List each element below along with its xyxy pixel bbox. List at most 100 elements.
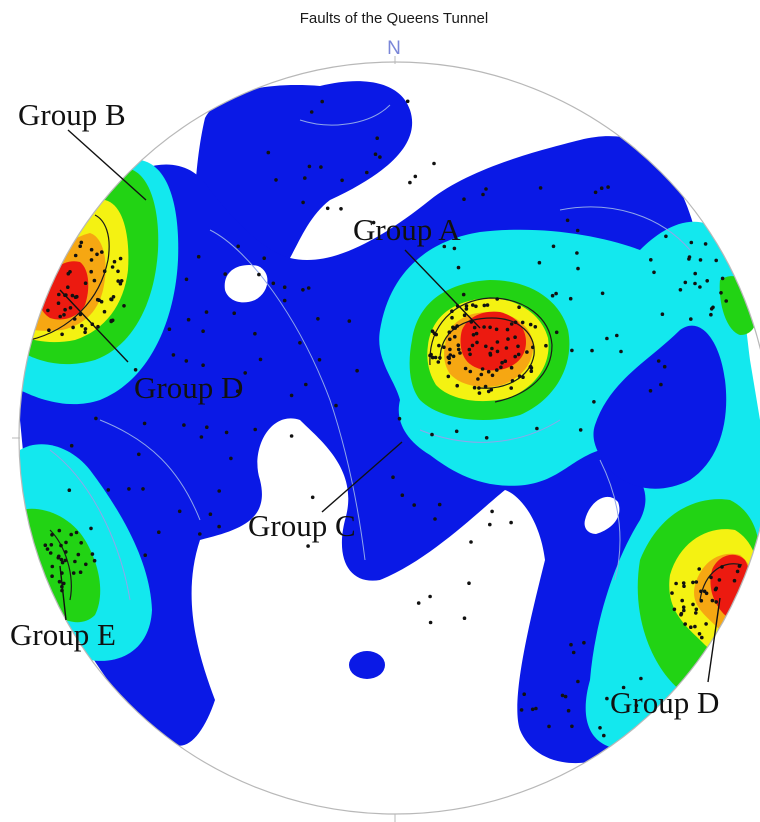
leader-group-b bbox=[67, 129, 147, 201]
pole-point bbox=[454, 429, 459, 434]
pole-point bbox=[378, 155, 382, 159]
pole-point bbox=[116, 269, 120, 274]
pole-point bbox=[309, 110, 314, 114]
pole-point bbox=[49, 543, 54, 547]
pole-point bbox=[438, 356, 442, 360]
pole-point bbox=[320, 99, 325, 104]
pole-point bbox=[467, 581, 471, 585]
pole-point bbox=[73, 559, 77, 564]
pole-point bbox=[560, 693, 565, 698]
pole-point bbox=[325, 206, 330, 211]
pole-point bbox=[516, 352, 521, 357]
pole-point bbox=[157, 530, 161, 534]
pole-point bbox=[682, 608, 686, 613]
pole-point bbox=[517, 305, 521, 310]
pole-point bbox=[544, 343, 548, 348]
pole-point bbox=[95, 297, 100, 302]
pole-point bbox=[714, 600, 718, 604]
pole-point bbox=[428, 594, 432, 599]
pole-point bbox=[538, 186, 543, 190]
pole-point bbox=[375, 136, 380, 140]
pole-point bbox=[184, 277, 189, 282]
pole-point bbox=[619, 349, 623, 354]
pole-point bbox=[490, 509, 494, 514]
pole-point bbox=[689, 625, 693, 629]
pole-point bbox=[436, 360, 441, 364]
pole-point bbox=[196, 254, 201, 259]
pole-point bbox=[198, 532, 202, 536]
pole-point bbox=[554, 291, 558, 296]
pole-point bbox=[94, 416, 98, 421]
pole-point bbox=[456, 347, 461, 352]
pole-point bbox=[674, 581, 678, 586]
pole-point bbox=[310, 495, 315, 500]
pole-point bbox=[464, 307, 469, 311]
pole-point bbox=[467, 347, 472, 352]
pole-point bbox=[317, 358, 322, 362]
pole-point bbox=[67, 488, 72, 493]
pole-point bbox=[62, 313, 66, 317]
pole-point bbox=[469, 540, 473, 544]
pole-point bbox=[462, 197, 466, 201]
pole-point bbox=[355, 368, 359, 373]
pole-point bbox=[534, 706, 538, 711]
pole-point bbox=[109, 297, 113, 302]
pole-point bbox=[208, 512, 213, 516]
pole-point bbox=[495, 368, 499, 372]
pole-point bbox=[452, 246, 457, 251]
pole-point bbox=[472, 325, 477, 330]
pole-point bbox=[615, 333, 619, 338]
pole-point bbox=[89, 269, 93, 274]
diagram-title: Faults of the Queens Tunnel bbox=[300, 10, 488, 27]
pole-point bbox=[576, 266, 580, 271]
north-label: N bbox=[387, 38, 401, 59]
pole-point bbox=[606, 185, 610, 189]
pole-point bbox=[118, 281, 123, 286]
pole-point bbox=[495, 297, 500, 301]
pole-point bbox=[306, 286, 311, 290]
pole-point bbox=[484, 436, 489, 440]
pole-point bbox=[63, 307, 67, 312]
pole-point bbox=[217, 524, 221, 529]
contour-lines bbox=[49, 104, 691, 601]
pole-point bbox=[488, 325, 492, 330]
leader-group-a bbox=[404, 249, 481, 329]
pole-point bbox=[490, 373, 495, 378]
pole-point bbox=[485, 303, 490, 307]
pole-point bbox=[691, 580, 695, 585]
pole-point bbox=[89, 258, 94, 262]
pole-point bbox=[58, 314, 62, 319]
pole-point bbox=[217, 489, 221, 493]
pole-point bbox=[102, 309, 107, 314]
label-group-d-left: Group D bbox=[134, 370, 243, 405]
pole-point bbox=[373, 152, 378, 156]
pole-point bbox=[408, 180, 412, 185]
pole-point bbox=[127, 487, 131, 491]
pole-point bbox=[495, 340, 500, 344]
pole-point bbox=[697, 632, 702, 636]
pole-point bbox=[700, 635, 704, 640]
pole-point bbox=[224, 430, 229, 435]
pole-point bbox=[462, 313, 467, 318]
pole-point bbox=[453, 334, 457, 339]
pole-point bbox=[69, 443, 74, 448]
contour-red-group-a bbox=[460, 311, 526, 371]
pole-point bbox=[724, 299, 728, 303]
pole-point bbox=[522, 692, 526, 696]
pole-point bbox=[456, 265, 461, 270]
pole-point bbox=[510, 379, 515, 383]
pole-point bbox=[257, 272, 261, 277]
pole-point bbox=[274, 178, 278, 182]
pole-point bbox=[710, 598, 715, 603]
pole-point bbox=[447, 361, 452, 365]
pole-point bbox=[481, 192, 485, 197]
pole-point bbox=[99, 299, 104, 304]
pole-point bbox=[46, 308, 50, 313]
pole-point bbox=[681, 605, 686, 609]
pole-point bbox=[737, 564, 742, 568]
pole-point bbox=[122, 304, 126, 308]
pole-point bbox=[116, 279, 120, 283]
pole-point bbox=[72, 317, 77, 321]
pole-point bbox=[74, 530, 79, 535]
pole-point bbox=[83, 327, 88, 331]
